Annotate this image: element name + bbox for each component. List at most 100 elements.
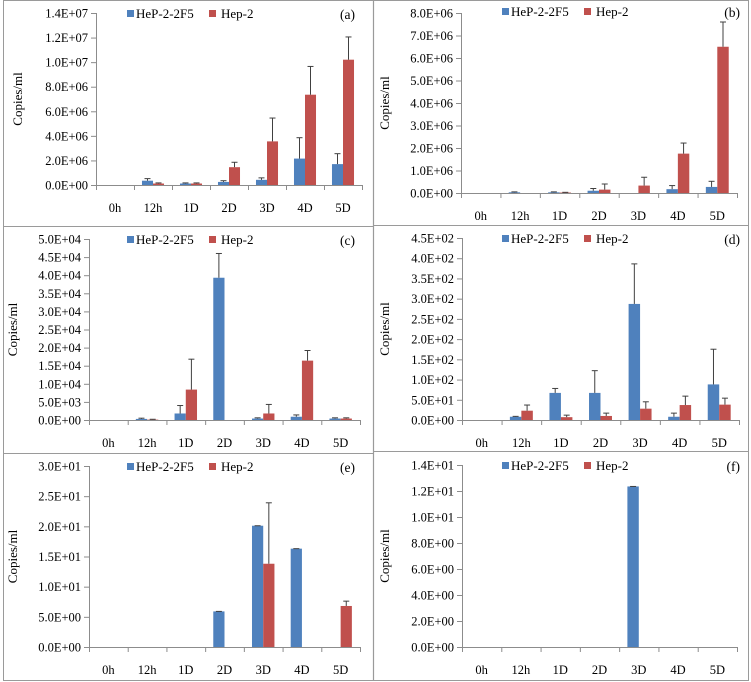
- legend-label-hep-2-2f5: HeP-2-2F5: [511, 231, 569, 246]
- y-tick-label: 1.5E+01: [38, 550, 81, 564]
- x-tick-label: 4D: [672, 436, 687, 450]
- bar-hep-2-2f5-3d: [251, 418, 264, 420]
- panel-label: (f): [727, 459, 741, 474]
- y-tick-label: 7.0E+06: [410, 29, 453, 43]
- x-tick-label: 2D: [591, 209, 606, 223]
- x-tick-label: 5D: [335, 201, 350, 215]
- x-tick-label: 3D: [259, 201, 274, 215]
- y-tick-label: 8.0E+06: [45, 80, 88, 94]
- legend-swatch-hep-2-2f5: [502, 462, 509, 469]
- y-tick-label: 2.0E+02: [411, 333, 454, 347]
- y-tick-label: 2.0E+01: [38, 520, 81, 534]
- bar-hep-2-1d: [191, 183, 203, 185]
- bar-hep-2-2f5-12h: [509, 416, 522, 420]
- y-tick-label: 8.0E+00: [411, 537, 454, 551]
- bar-hep-2-2f5-5d: [705, 186, 718, 193]
- bar-hep-2-2f5-2d: [589, 392, 601, 420]
- x-tick-label: 0h: [109, 201, 122, 215]
- y-tick-label: 4.0E+06: [45, 129, 88, 143]
- x-tick-label: 1D: [553, 663, 568, 677]
- bar-hep-2-2f5-1d: [179, 183, 191, 185]
- bar-hep-2-2f5-1d: [548, 192, 560, 193]
- legend-label-hep-2-2f5: HeP-2-2F5: [136, 232, 194, 247]
- x-tick-label: 1D: [553, 436, 568, 450]
- x-tick-label: 0h: [102, 663, 115, 677]
- y-tick-label: 5.0E+04: [38, 233, 82, 247]
- y-tick-label: 5.0E+01: [411, 393, 454, 407]
- x-tick-label: 5D: [712, 436, 727, 450]
- bar-hep-2-2f5-4d: [668, 416, 680, 420]
- x-tick-label: 12h: [512, 436, 532, 450]
- y-tick-label: 1.0E+02: [411, 373, 454, 387]
- x-tick-label: 0h: [476, 436, 489, 450]
- bar-hep-2-12h: [153, 183, 165, 185]
- bar-hep-2-2f5-4d: [666, 189, 678, 193]
- bar-hep-2-2f5-2d: [587, 190, 599, 193]
- legend-swatch-hep-2-2f5: [127, 10, 134, 17]
- y-tick-label: 0.0E+00: [38, 414, 81, 428]
- y-tick-label: 3.0E+02: [411, 292, 454, 306]
- x-tick-label: 5D: [710, 663, 725, 677]
- y-axis-label: Copies/ml: [5, 302, 20, 356]
- legend: HeP-2-2F5 Hep-2: [127, 232, 254, 247]
- x-tick-label: 5D: [333, 663, 348, 677]
- bar-hep-2-4d: [679, 405, 692, 420]
- legend-label-hep-2: Hep-2: [221, 459, 254, 474]
- bar-hep-2-2f5-4d: [290, 416, 302, 420]
- x-tick-label: 1D: [552, 209, 567, 223]
- y-tick-label: 3.5E+04: [38, 287, 82, 301]
- bar-hep-2-3d: [638, 185, 650, 193]
- panel-label: (e): [340, 460, 355, 475]
- y-tick-label: 4.5E+04: [38, 251, 82, 265]
- x-tick-label: 1D: [178, 663, 193, 677]
- legend-swatch-hep-2-2f5: [127, 463, 134, 470]
- x-tick-label: 2D: [592, 663, 607, 677]
- bar-hep-2-4d: [301, 360, 314, 420]
- x-tick-label: 4D: [670, 209, 685, 223]
- bar-hep-2-2f5-5d: [329, 418, 341, 420]
- y-tick-label: 2.0E+06: [45, 154, 88, 168]
- y-tick-label: 1.5E+02: [411, 353, 454, 367]
- bar-hep-2-5d: [340, 605, 352, 647]
- x-tick-label: 5D: [333, 436, 348, 450]
- bar-hep-2-4d: [305, 94, 317, 185]
- y-tick-label: 1.4E+07: [45, 7, 88, 21]
- bar-hep-2-12h: [521, 410, 533, 420]
- y-tick-label: 4.0E+02: [411, 252, 454, 266]
- legend-swatch-hep-2-2f5: [502, 235, 509, 242]
- y-tick-label: 0.0E+00: [38, 641, 81, 655]
- y-tick-label: 1.2E+07: [45, 31, 88, 45]
- bar-hep-2-2f5-2d: [213, 611, 225, 647]
- y-tick-label: 8.0E+06: [410, 7, 453, 21]
- x-tick-label: 0h: [475, 663, 488, 677]
- panel-borders: [3, 0, 749, 681]
- bar-hep-2-3d: [640, 408, 652, 420]
- bar-hep-2-2f5-2d: [213, 277, 225, 420]
- y-tick-label: 4.0E+00: [411, 589, 454, 603]
- bar-hep-2-2f5-12h: [141, 180, 153, 185]
- bar-hep-2-5d: [717, 46, 729, 193]
- y-tick-label: 2.5E+04: [38, 323, 82, 337]
- y-tick-label: 0.0E+00: [45, 179, 88, 193]
- bar-hep-2-2f5-5d: [707, 384, 720, 420]
- y-tick-label: 5.0E+06: [410, 74, 453, 88]
- y-tick-label: 1.0E+01: [411, 511, 454, 525]
- x-tick-label: 3D: [256, 436, 271, 450]
- y-tick-label: 0.0E+00: [411, 414, 454, 428]
- legend-swatch-hep-2: [209, 10, 216, 17]
- panels-group: 0.0E+00 2.0E+06 4.0E+06 6.0E+06 8.0E+06 1.0E+…: [5, 4, 740, 677]
- bar-hep-2-2f5-3d: [251, 525, 264, 647]
- legend: HeP-2-2F5 Hep-2: [502, 458, 629, 473]
- legend-label-hep-2: Hep-2: [221, 232, 254, 247]
- bar-hep-2-1d: [185, 389, 198, 420]
- legend-label-hep-2: Hep-2: [596, 4, 629, 19]
- x-tick-label: 1D: [183, 201, 198, 215]
- chart-panel-f: 0.0E+00 2.0E+00 4.0E+00 6.0E+00 8.0E+00 1.0E+…: [377, 458, 740, 677]
- y-tick-label: 2.5E+01: [38, 490, 81, 504]
- panel-label: (b): [724, 5, 740, 20]
- bar-hep-2-2f5-4d: [293, 158, 305, 185]
- y-axis-label: Copies/ml: [377, 76, 392, 130]
- x-tick-label: 12h: [511, 209, 531, 223]
- bar-hep-2-1d: [560, 417, 573, 420]
